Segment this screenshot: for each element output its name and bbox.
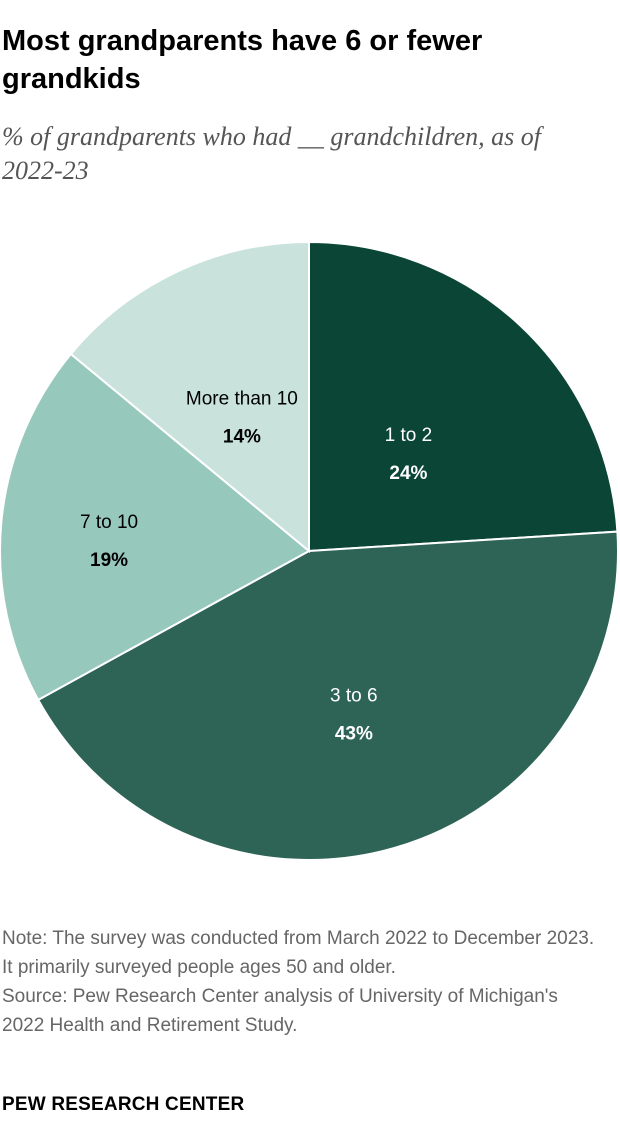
note-text: Note: The survey was conducted from Marc… — [2, 928, 595, 978]
brand-logo-text: PEW RESEARCH CENTER — [2, 1094, 245, 1115]
pie-chart: 1 to 2 24% 3 to 6 43% 7 to 10 19% More than 10… — [0, 230, 620, 870]
slice-value-label: 19% — [90, 550, 128, 571]
slice-category-label: More than 10 — [186, 388, 298, 409]
slice-value-label: 14% — [223, 426, 261, 447]
chart-notes: Note: The survey was conducted from Marc… — [2, 924, 602, 1040]
pie-slice-more-than-10 — [69, 240, 310, 554]
chart-subtitle: % of grandparents who had __ grandchildr… — [2, 122, 542, 185]
source-text: Source: Pew Research Center analysis of … — [2, 986, 558, 1036]
pie-slice-1-to-2 — [308, 240, 619, 553]
slice-value-label: 43% — [335, 723, 373, 744]
pie-slice-7-to-10 — [0, 352, 311, 702]
pie-chart-svg: 1 to 2 24% 3 to 6 43% 7 to 10 19% More than 10… — [0, 240, 619, 861]
slice-category-label: 3 to 6 — [330, 685, 378, 706]
pie-slice-3-to-6 — [36, 530, 619, 861]
slice-category-label: 7 to 10 — [80, 512, 138, 533]
slice-value-label: 24% — [389, 463, 427, 484]
slice-category-label: 1 to 2 — [385, 425, 433, 446]
chart-title: Most grandparents have 6 or fewer grandk… — [2, 25, 483, 95]
